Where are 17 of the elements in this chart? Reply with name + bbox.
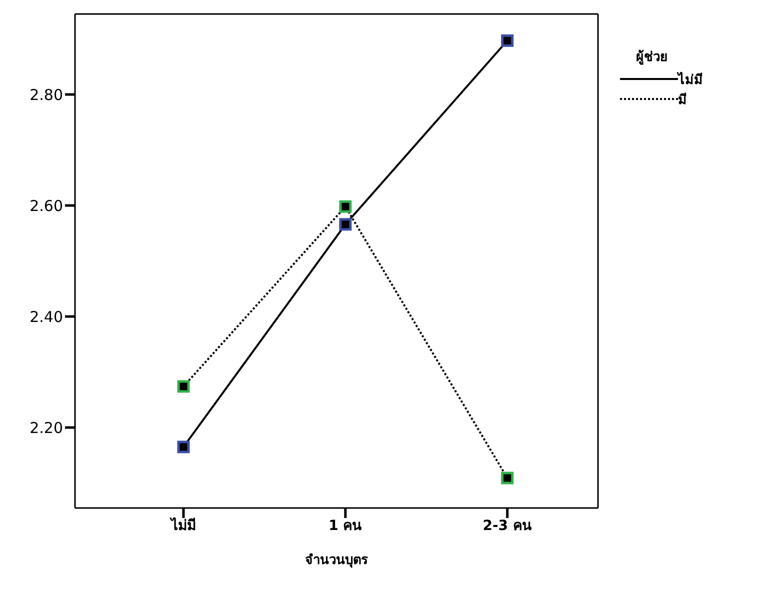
point	[501, 34, 514, 47]
x-tick-label: ไม่มี	[168, 516, 196, 534]
legend-label: มี	[678, 92, 687, 110]
y-tick-label: 2.20	[30, 418, 63, 437]
point	[177, 380, 190, 393]
y-tick-label: 2.40	[30, 308, 63, 326]
x-tick-label: 2-3 คน	[482, 518, 532, 534]
legend-title: ผู้ช่วย	[635, 48, 669, 67]
point	[339, 200, 352, 213]
point	[339, 218, 352, 231]
y-tick-label: 2.80	[30, 86, 63, 104]
legend-label: ไม่มี	[678, 70, 703, 90]
x-tick-label: 1 คน	[328, 518, 362, 534]
point	[177, 440, 190, 454]
point	[501, 472, 514, 484]
y-tick-label: 2.60	[30, 196, 63, 215]
x-axis-title: จำนวนบุตร	[305, 552, 368, 568]
